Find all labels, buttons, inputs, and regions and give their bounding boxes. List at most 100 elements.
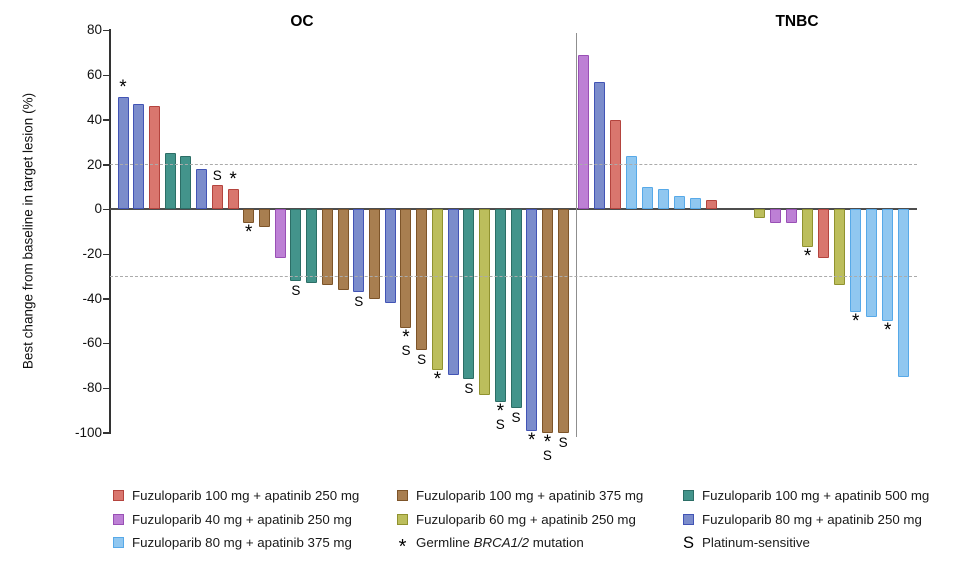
y-tick-label: -20 [82, 246, 102, 262]
asterisk-glyph: * [119, 77, 127, 99]
legend-column-2: Fuzuloparib 100 mg + apatinib 375 mg Fuzu… [397, 487, 643, 558]
asterisk-glyph: * [245, 221, 253, 243]
y-tick-label: -100 [74, 424, 102, 440]
bar-orchid [274, 209, 286, 259]
bar-lightblue [882, 209, 894, 322]
legend-item: Fuzuloparib 100 mg + apatinib 250 mg [113, 487, 359, 504]
bar-blueviolet [117, 97, 129, 210]
legend-swatch-brown [397, 490, 408, 501]
platinum-sensitive-mark: S [553, 434, 573, 450]
bar-brown [337, 209, 349, 290]
legend-item: * Germline BRCA1/2 mutation [397, 534, 643, 558]
bar-blueviolet [593, 81, 605, 210]
legend-item: Fuzuloparib 100 mg + apatinib 375 mg [397, 487, 643, 504]
bar-brown [557, 209, 569, 433]
legend-item: Fuzuloparib 80 mg + apatinib 375 mg [113, 534, 359, 551]
legend-label: Fuzuloparib 100 mg + apatinib 500 mg [702, 488, 930, 503]
bar-brown [243, 209, 255, 223]
asterisk-glyph: * [229, 169, 237, 191]
legend-item: Fuzuloparib 80 mg + apatinib 250 mg [683, 511, 929, 528]
brca-mutation-mark: * [846, 311, 866, 333]
bar-brown [321, 209, 333, 286]
y-tick [103, 387, 110, 390]
bar-teal [494, 209, 506, 402]
legend-column-1: Fuzuloparib 100 mg + apatinib 250 mg Fuzu… [113, 487, 359, 551]
s-glyph: S [401, 342, 411, 358]
y-axis-label: Best change from baseline in target lesi… [20, 92, 36, 370]
platinum-sensitive-mark: S [459, 382, 479, 396]
legend-label: Fuzuloparib 80 mg + apatinib 375 mg [132, 535, 352, 550]
y-tick-label: 40 [86, 111, 102, 127]
legend-swatch-red [113, 490, 124, 501]
y-tick-label: 60 [86, 67, 102, 83]
brca-mutation-mark: * S [490, 402, 510, 432]
bar-olive [834, 209, 846, 286]
panel-title-tnbc: TNBC [775, 13, 819, 30]
platinum-sensitive-mark: S [506, 411, 526, 425]
bar-lightblue [673, 195, 685, 210]
reference-line-20 [110, 164, 917, 166]
legend-column-3: Fuzuloparib 100 mg + apatinib 500 mg Fuzu… [683, 487, 929, 551]
asterisk-glyph: * [543, 431, 552, 453]
s-glyph: S [417, 352, 427, 368]
bar-red [211, 184, 223, 210]
reference-line--30 [110, 275, 917, 277]
bar-brown [400, 209, 412, 328]
bar-brown [541, 209, 553, 433]
asterisk-glyph: * [402, 326, 410, 348]
legend-label: Fuzuloparib 100 mg + apatinib 375 mg [416, 488, 644, 503]
legend-swatch-lightblue [113, 537, 124, 548]
y-tick-label: 20 [86, 156, 102, 172]
y-tick [103, 298, 110, 300]
platinum-sensitive-mark: S [412, 353, 432, 367]
legend-item: Fuzuloparib 40 mg + apatinib 250 mg [113, 511, 359, 528]
platinum-sensitive-mark: S [349, 295, 369, 309]
y-tick [103, 74, 110, 77]
y-tick-label: -80 [82, 380, 102, 396]
bar-orchid [769, 209, 781, 223]
bar-brown [416, 209, 428, 351]
bar-blueviolet [196, 169, 208, 210]
y-tick [103, 164, 110, 166]
bar-lightblue [657, 189, 669, 210]
s-glyph: S [354, 294, 364, 310]
y-tick [103, 29, 110, 32]
bar-lightblue [898, 209, 910, 378]
legend-label: Fuzuloparib 40 mg + apatinib 250 mg [132, 511, 352, 527]
y-tick [103, 119, 110, 121]
bar-brown [258, 209, 270, 228]
asterisk-glyph: * [851, 311, 860, 333]
s-glyph: S [495, 416, 505, 432]
legend-s-symbol: S [683, 533, 695, 552]
bar-orchid [577, 54, 589, 210]
bar-lightblue [625, 155, 637, 210]
bar-blueviolet [384, 209, 396, 304]
s-glyph: S [464, 381, 474, 397]
bar-teal [180, 155, 192, 210]
bar-teal [463, 209, 475, 380]
brca-mutation-mark: * S [537, 431, 557, 463]
bar-blueviolet [133, 104, 145, 210]
bar-teal [164, 153, 176, 210]
brca-mutation-mark: * [223, 169, 243, 191]
y-tick-label: 80 [86, 22, 102, 38]
bar-olive [479, 209, 491, 395]
legend-swatch-teal [683, 490, 694, 501]
brca-mutation-mark: * [113, 77, 133, 99]
y-axis-line [109, 29, 111, 434]
asterisk-glyph: * [803, 246, 812, 268]
bar-olive [802, 209, 814, 248]
asterisk-glyph: * [884, 320, 892, 342]
bar-teal [510, 209, 522, 409]
bar-blueviolet [447, 209, 459, 375]
legend-asterisk-symbol: * [398, 535, 407, 558]
y-tick-label: 0 [94, 201, 102, 217]
bar-red [705, 200, 717, 210]
s-glyph: S [558, 434, 568, 450]
bar-red [818, 209, 830, 259]
legend-item: Fuzuloparib 60 mg + apatinib 250 mg [397, 511, 643, 528]
legend-item: Fuzuloparib 100 mg + apatinib 500 mg [683, 487, 929, 504]
legend-swatch-olive [397, 513, 408, 525]
asterisk-glyph: * [433, 369, 442, 391]
